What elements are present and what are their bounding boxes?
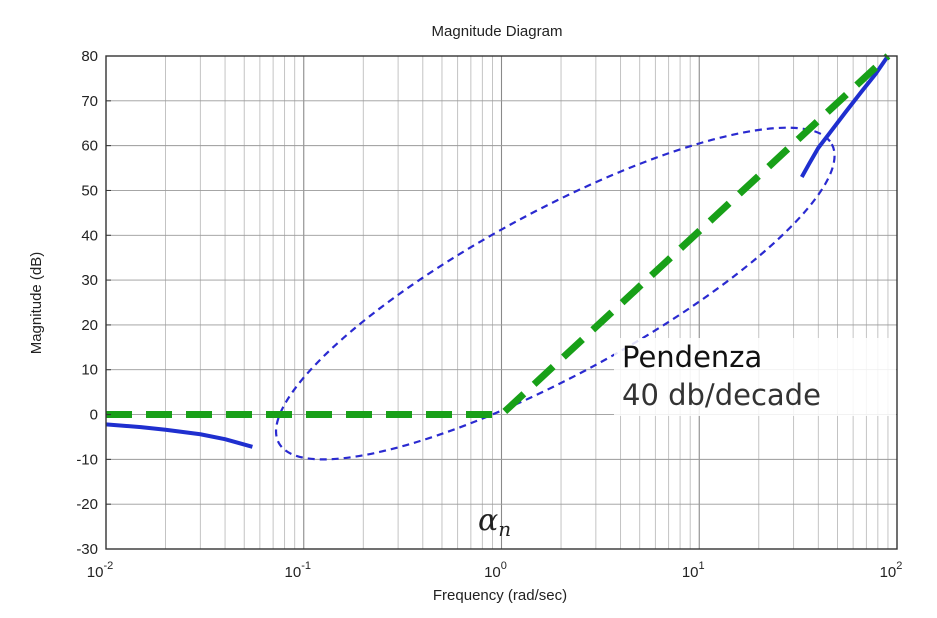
x-tick-label: 10-1 (285, 560, 311, 581)
y-tick-label: -30 (76, 541, 98, 558)
y-tick-label: 10 (81, 362, 98, 379)
y-tick-label: 40 (81, 227, 98, 244)
y-tick-label: -10 (76, 451, 98, 468)
y-axis-tick-labels: 80 70 60 50 40 30 20 10 0 -10 -20 -30 (76, 48, 111, 558)
x-axis-tick-labels: 10-2 10-1 100 101 102 (87, 560, 903, 581)
y-tick-label: -20 (76, 496, 98, 513)
chart-title: Magnitude Diagram (432, 23, 563, 40)
plot-frame (105, 55, 898, 550)
alpha-n-annotation: αn (478, 503, 511, 541)
y-axis-label: Magnitude (dB) (28, 252, 45, 355)
slope-title-annotation: Pendenza (622, 340, 762, 374)
x-tick-label: 102 (880, 560, 903, 581)
y-tick-label: 60 (81, 138, 98, 155)
annotation-backdrop (614, 338, 896, 416)
x-axis-label: Frequency (rad/sec) (433, 587, 567, 604)
magnitude-curve-0 (105, 422, 253, 449)
x-tick-label: 101 (682, 560, 705, 581)
grid (106, 56, 897, 549)
y-tick-label: 80 (81, 48, 98, 65)
x-tick-label: 100 (484, 560, 507, 581)
y-tick-label: 50 (81, 182, 98, 199)
dashed-ellipse-annotation (274, 126, 836, 461)
magnitude-curve-1 (800, 54, 890, 178)
x-tick-label: 10-2 (87, 560, 113, 581)
series-layer (105, 53, 891, 461)
y-tick-label: 0 (90, 407, 98, 424)
y-tick-label: 20 (81, 317, 98, 334)
asymptote-dashed-line (106, 53, 891, 419)
y-tick-label: 70 (81, 93, 98, 110)
y-tick-label: 30 (81, 272, 98, 289)
slope-value-annotation: 40 db/decade (622, 378, 821, 412)
